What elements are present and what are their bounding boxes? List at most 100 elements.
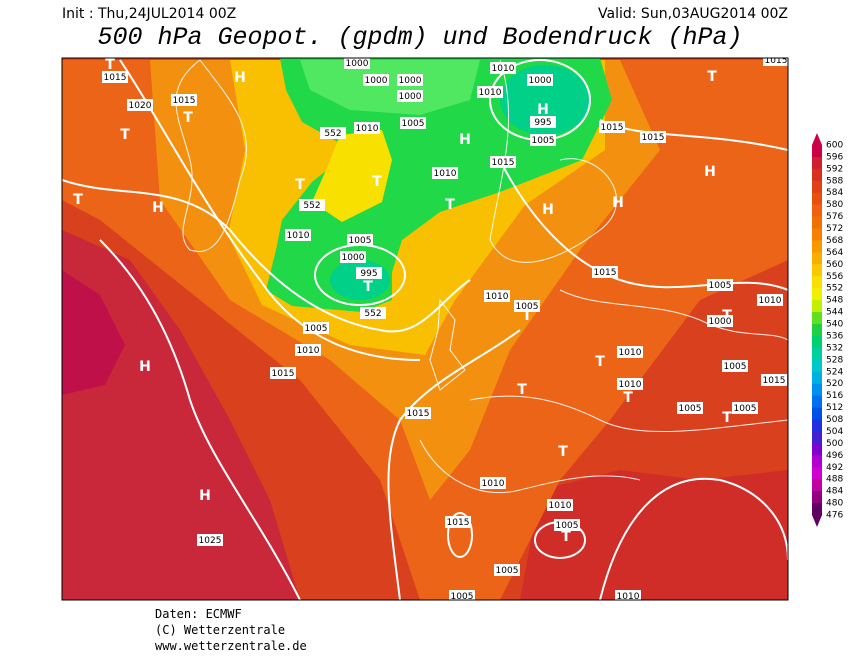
label-box — [761, 374, 787, 386]
isobar-label: 1015 — [640, 131, 666, 143]
isobar-value: 1005 — [305, 324, 328, 334]
isobar-value: 1015 — [601, 123, 624, 133]
legend-swatch — [812, 300, 822, 313]
isobar-label: 1010 — [477, 86, 503, 98]
legend-label: 580 — [826, 200, 843, 210]
isobar-label: 1015 — [102, 71, 128, 83]
isobar-value: 1015 — [765, 56, 788, 66]
legend-label: 524 — [826, 367, 843, 377]
legend-label: 488 — [826, 475, 843, 485]
label-box — [480, 477, 506, 489]
isobar-label: 1015 — [490, 156, 516, 168]
footer: Daten: ECMWF (C) Wetterzentrale www.wetter… — [155, 607, 307, 653]
isobar-value: 1015 — [492, 158, 515, 168]
isobar-value: 1005 — [556, 521, 579, 531]
legend-swatch — [812, 324, 822, 337]
isobar-value: 1025 — [199, 536, 222, 546]
legend-swatch — [812, 312, 822, 325]
label-box — [432, 167, 458, 179]
legend-swatch — [812, 479, 822, 492]
isobar-label: 1015 — [445, 516, 471, 528]
label-box — [347, 234, 373, 246]
isobar-value: 1005 — [516, 302, 539, 312]
legend-swatch — [812, 335, 822, 349]
isobar-label: 1005 — [449, 590, 475, 600]
map-frame — [61, 57, 789, 601]
isobar-label: 1010 — [354, 122, 380, 134]
label-box — [397, 90, 423, 102]
legend-label: 592 — [826, 164, 843, 174]
legend-swatch — [812, 240, 822, 253]
isobar-label: 1010 — [480, 477, 506, 489]
label-box — [530, 116, 556, 128]
isobar-label: 1000 — [527, 74, 553, 86]
isobar-label: 1005 — [400, 117, 426, 129]
legend-label: 572 — [826, 224, 843, 234]
isobar-label: 552 — [320, 127, 346, 139]
label-box — [285, 229, 311, 241]
isobar-label: 1010 — [432, 167, 458, 179]
pressure-center: T — [105, 57, 115, 73]
isobar-label: 1025 — [197, 534, 223, 546]
legend-swatch — [812, 156, 822, 170]
isobar-label: 1010 — [617, 346, 643, 358]
legend-label: 552 — [826, 284, 843, 294]
isobar-value: 1010 — [492, 64, 515, 74]
pressure-center: H — [234, 70, 246, 86]
isobar-value: 552 — [364, 309, 381, 319]
isobar-label: 1015 — [592, 266, 618, 278]
isobar-value: 1010 — [479, 88, 502, 98]
label-box — [299, 199, 325, 211]
legend-label: 596 — [826, 152, 843, 162]
isobar-label: 1010 — [490, 62, 516, 74]
legend-swatch — [812, 228, 822, 241]
isobar-value: 1010 — [287, 231, 310, 241]
isobar-value: 1020 — [129, 101, 152, 111]
legend-swatch — [812, 467, 822, 480]
legend-label: 536 — [826, 331, 843, 341]
isobar-value: 1000 — [709, 317, 732, 327]
label-box — [127, 99, 153, 111]
isobar-label: 1015 — [171, 94, 197, 106]
legend-swatch — [812, 443, 822, 456]
isobar-label: 995 — [530, 116, 556, 128]
isobar-label: 1005 — [677, 402, 703, 414]
isobar-value: 1000 — [365, 76, 388, 86]
map: THTTHTTHTTHHTHTHTTTTTTHTHT10151020101510… — [62, 56, 788, 600]
isobar-value: 1005 — [402, 119, 425, 129]
legend-label: 532 — [826, 343, 843, 353]
legend-swatch — [812, 180, 822, 194]
isobar-label: 1000 — [707, 315, 733, 327]
pressure-center: T — [623, 390, 633, 406]
legend-swatch — [812, 288, 822, 301]
label-box — [494, 564, 520, 576]
isobar-label: 552 — [360, 307, 386, 319]
legend-label: 492 — [826, 463, 843, 473]
legend-label: 588 — [826, 176, 843, 186]
isobar-value: 1000 — [399, 92, 422, 102]
legend-cap-top — [812, 133, 822, 145]
isobar-value: 1005 — [679, 404, 702, 414]
pressure-center: H — [542, 202, 554, 218]
isobar-value: 1005 — [709, 281, 732, 291]
isobar-label: 1010 — [547, 499, 573, 511]
label-box — [344, 58, 370, 69]
label-box — [677, 402, 703, 414]
legend-swatch — [812, 503, 822, 516]
pressure-center: H — [199, 488, 211, 504]
label-box — [527, 74, 553, 86]
isobar-value: 1010 — [486, 292, 509, 302]
isobar-value: 1005 — [496, 566, 519, 576]
label-box — [320, 127, 346, 139]
label-box — [356, 267, 382, 279]
isobar-value: 1000 — [399, 76, 422, 86]
title: 500 hPa Geopot. (gpdm) und Bodendruck (h… — [97, 23, 742, 52]
label-box — [360, 307, 386, 319]
pressure-center: T — [561, 529, 571, 545]
isobar-value: 1005 — [532, 136, 555, 146]
pressure-center: H — [152, 200, 164, 216]
isobar-label: 1005 — [707, 279, 733, 291]
label-box — [295, 344, 321, 356]
pressure-center: T — [707, 69, 717, 85]
